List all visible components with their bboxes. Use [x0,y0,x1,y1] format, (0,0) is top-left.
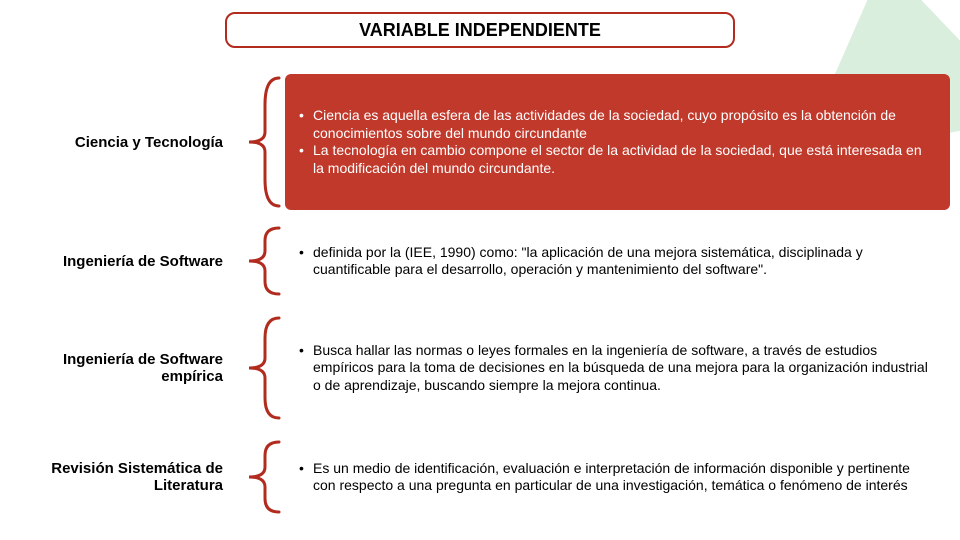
bullet-text: Busca hallar las normas o leyes formales… [313,342,936,395]
title-text: VARIABLE INDEPENDIENTE [359,20,601,41]
bullet-dot-icon: • [299,342,313,395]
bullet-dot-icon: • [299,460,313,495]
bullet-text: La tecnología en cambio compone el secto… [313,142,936,177]
bullet-dot-icon: • [299,244,313,279]
brace-icon [235,438,285,516]
bullet-dot-icon: • [299,142,313,177]
row-label: Revisión Sistemática de Literatura [0,438,235,516]
bullet: •La tecnología en cambio compone el sect… [299,142,936,177]
row-label: Ingeniería de Software empírica [0,314,235,422]
bullet: •definida por la (IEE, 1990) como: "la a… [299,244,936,279]
bullet-dot-icon: • [299,107,313,142]
row-content: •Ciencia es aquella esfera de las activi… [285,74,950,210]
row-label-text: Ingeniería de Software empírica [0,351,223,385]
bullet: •Busca hallar las normas o leyes formale… [299,342,936,395]
bullet-text: Es un medio de identificación, evaluació… [313,460,936,495]
row-3: Revisión Sistemática de Literatura •Es un… [0,438,960,516]
row-2: Ingeniería de Software empírica •Busca ha… [0,314,960,422]
row-label-text: Ingeniería de Software [63,253,223,270]
row-1: Ingeniería de Software •definida por la (… [0,224,960,298]
brace-icon [235,74,285,210]
bullet-text: definida por la (IEE, 1990) como: "la ap… [313,244,936,279]
title-box: VARIABLE INDEPENDIENTE [225,12,735,48]
row-content: •definida por la (IEE, 1990) como: "la a… [285,224,950,298]
row-label-text: Revisión Sistemática de Literatura [0,460,223,494]
row-label-text: Ciencia y Tecnología [75,134,223,151]
bullet: •Es un medio de identificación, evaluaci… [299,460,936,495]
row-label: Ciencia y Tecnología [0,74,235,210]
row-label: Ingeniería de Software [0,224,235,298]
brace-icon [235,314,285,422]
bullet: •Ciencia es aquella esfera de las activi… [299,107,936,142]
row-content: •Es un medio de identificación, evaluaci… [285,438,950,516]
row-content: •Busca hallar las normas o leyes formale… [285,314,950,422]
brace-icon [235,224,285,298]
row-0: Ciencia y Tecnología •Ciencia es aquella … [0,74,960,210]
bullet-text: Ciencia es aquella esfera de las activid… [313,107,936,142]
